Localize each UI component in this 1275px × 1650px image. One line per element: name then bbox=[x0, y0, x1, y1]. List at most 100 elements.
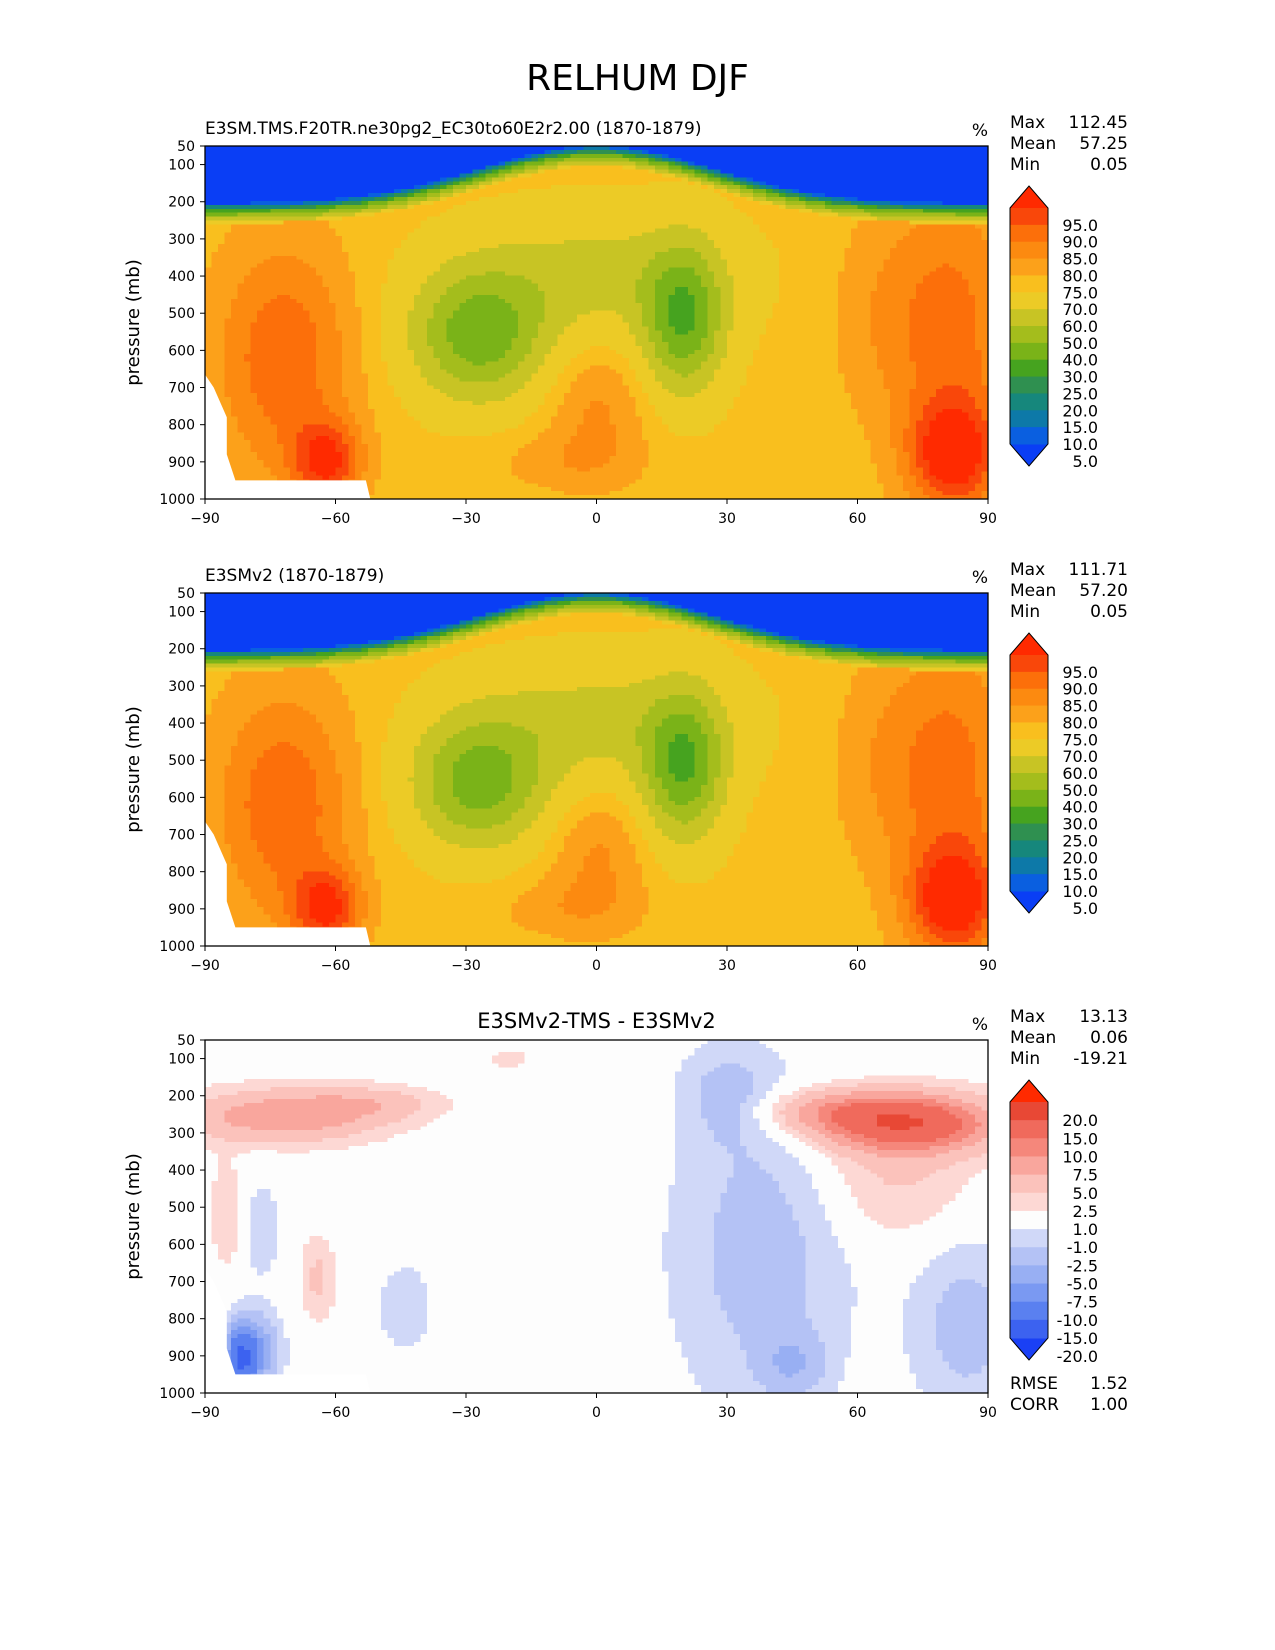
colorbar-label: 75.0 bbox=[1062, 730, 1098, 749]
colorbar-bin bbox=[1010, 342, 1048, 361]
colorbar-bin bbox=[1010, 1265, 1048, 1285]
y-tick-label: 50 bbox=[177, 1033, 195, 1049]
colorbar-bin bbox=[1010, 806, 1048, 825]
stat-value: 111.71 bbox=[1069, 560, 1128, 580]
colorbar-label: 70.0 bbox=[1062, 747, 1098, 766]
y-tick-label: 400 bbox=[168, 269, 195, 285]
y-tick-label: 50 bbox=[177, 586, 195, 602]
colorbar-label: 15.0 bbox=[1062, 1129, 1098, 1148]
colorbar-label: 90.0 bbox=[1062, 680, 1098, 699]
colorbar-bin bbox=[1010, 773, 1048, 791]
colorbar-label: 15.0 bbox=[1062, 865, 1098, 884]
footer-stat-label: RMSE bbox=[1010, 1374, 1058, 1394]
colorbar-label: 5.0 bbox=[1073, 452, 1098, 471]
y-tick-label: 1000 bbox=[159, 492, 195, 508]
y-tick-label: 700 bbox=[168, 381, 195, 397]
colorbar-label: 60.0 bbox=[1062, 764, 1098, 783]
colorbar-bin bbox=[1010, 789, 1048, 808]
x-tick-label: −90 bbox=[190, 1405, 220, 1421]
y-tick-label: 300 bbox=[168, 679, 195, 695]
colorbar-label: -15.0 bbox=[1057, 1329, 1098, 1348]
colorbar-label: 70.0 bbox=[1062, 300, 1098, 319]
y-tick-label: 400 bbox=[168, 716, 195, 732]
stat-label: Max bbox=[1010, 560, 1045, 580]
topography-mask bbox=[205, 1268, 371, 1393]
colorbar-bin bbox=[1010, 309, 1048, 327]
x-tick-label: 90 bbox=[979, 958, 997, 974]
topography-mask bbox=[205, 821, 371, 946]
y-tick-label: 100 bbox=[168, 605, 195, 621]
x-tick-label: 30 bbox=[718, 511, 736, 527]
colorbar-bin bbox=[1010, 292, 1048, 310]
colorbar-label: -10.0 bbox=[1057, 1311, 1098, 1330]
colorbar-bin bbox=[1010, 224, 1048, 243]
stat-label: Mean bbox=[1010, 134, 1056, 154]
y-tick-label: 900 bbox=[168, 902, 195, 918]
y-tick-label: 200 bbox=[168, 195, 195, 211]
colorbar-label: 10.0 bbox=[1062, 1147, 1098, 1166]
x-tick-label: −30 bbox=[451, 958, 481, 974]
footer-stat-label: CORR bbox=[1010, 1395, 1059, 1415]
units-label: % bbox=[972, 1015, 988, 1035]
stat-value: 0.06 bbox=[1090, 1028, 1128, 1048]
colorbar-outline bbox=[1009, 1079, 1049, 1361]
colorbar-bin bbox=[1010, 1120, 1048, 1139]
x-tick-label: 90 bbox=[979, 1405, 997, 1421]
colorbar-label: -20.0 bbox=[1057, 1347, 1098, 1366]
colorbar-label: 10.0 bbox=[1062, 882, 1098, 901]
stat-label: Min bbox=[1010, 1049, 1040, 1069]
colorbar-bin bbox=[1010, 655, 1048, 673]
x-tick-label: −90 bbox=[190, 958, 220, 974]
colorbar-label: 5.0 bbox=[1073, 1184, 1098, 1203]
colorbar-label: 20.0 bbox=[1062, 848, 1098, 867]
stat-value: 57.20 bbox=[1079, 581, 1128, 601]
colorbar-bin bbox=[1010, 275, 1048, 293]
colorbar-bin bbox=[1010, 1102, 1048, 1121]
x-tick-label: −30 bbox=[451, 511, 481, 527]
units-label: % bbox=[972, 568, 988, 588]
colorbar-label: 75.0 bbox=[1062, 283, 1098, 302]
topography-mask bbox=[205, 374, 371, 499]
colorbar-label: 90.0 bbox=[1062, 233, 1098, 252]
colorbar-bin bbox=[1010, 705, 1048, 723]
colorbar-label: 95.0 bbox=[1062, 216, 1098, 235]
x-tick-label: −60 bbox=[321, 511, 351, 527]
colorbar-outline bbox=[1009, 632, 1049, 914]
colorbar-bin bbox=[1010, 208, 1048, 226]
x-tick-label: 0 bbox=[592, 511, 601, 527]
contour-field bbox=[205, 1040, 989, 1394]
colorbar-bin bbox=[1010, 1319, 1048, 1339]
colorbar-label: 30.0 bbox=[1062, 815, 1098, 834]
colorbar-bin bbox=[1010, 393, 1048, 411]
colorbar-label: 85.0 bbox=[1062, 697, 1098, 716]
colorbar-label: 20.0 bbox=[1062, 401, 1098, 420]
colorbar-extend-bottom bbox=[1010, 444, 1048, 466]
colorbar-bin bbox=[1010, 688, 1048, 707]
x-tick-label: 90 bbox=[979, 511, 997, 527]
colorbar-bin bbox=[1010, 857, 1048, 875]
colorbar-label: 10.0 bbox=[1062, 435, 1098, 454]
colorbar-label: 80.0 bbox=[1062, 713, 1098, 732]
colorbar-extend-bottom bbox=[1010, 1338, 1048, 1360]
y-tick-label: 500 bbox=[168, 1200, 195, 1216]
y-tick-label: 500 bbox=[168, 753, 195, 769]
colorbar-bin bbox=[1010, 410, 1048, 428]
stat-label: Max bbox=[1010, 1007, 1045, 1027]
y-tick-label: 800 bbox=[168, 1312, 195, 1328]
y-tick-label: 700 bbox=[168, 828, 195, 844]
colorbar-bin bbox=[1010, 840, 1048, 858]
x-tick-label: 60 bbox=[849, 1405, 867, 1421]
colorbar-bin bbox=[1010, 1247, 1048, 1266]
x-tick-label: 30 bbox=[718, 1405, 736, 1421]
colorbar-extend-top bbox=[1010, 633, 1048, 655]
colorbar-bin bbox=[1010, 376, 1048, 394]
x-tick-label: −60 bbox=[321, 958, 351, 974]
stat-label: Min bbox=[1010, 602, 1040, 622]
colorbar-label: -1.0 bbox=[1067, 1238, 1098, 1257]
colorbar-bin bbox=[1010, 326, 1048, 344]
colorbar-label: 15.0 bbox=[1062, 418, 1098, 437]
y-tick-label: 100 bbox=[168, 158, 195, 174]
y-tick-label: 50 bbox=[177, 139, 195, 155]
colorbar-label: 40.0 bbox=[1062, 798, 1098, 817]
